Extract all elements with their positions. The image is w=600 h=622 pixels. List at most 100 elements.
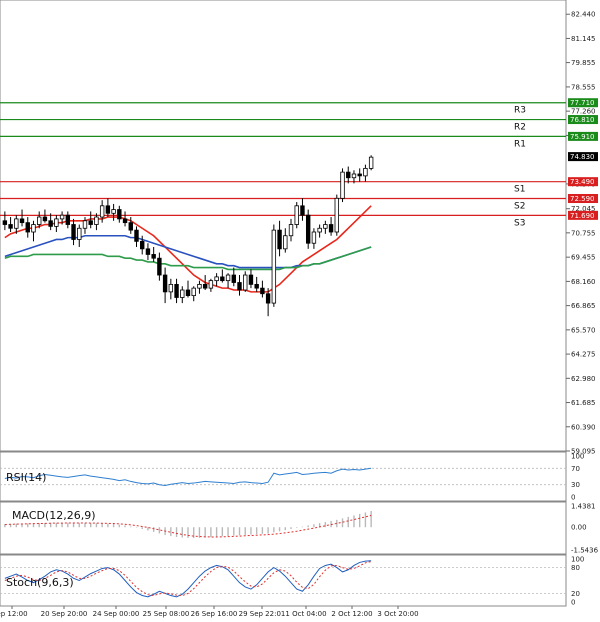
candle-bearish (174, 283, 179, 298)
level-label-r3: R3 (514, 106, 526, 116)
price-tags: 77.710 76.810 75.910 73.490 72.590 71.690 74.8… (568, 98, 598, 220)
candle-bearish (140, 240, 145, 250)
level-price-tag-text: 75.910 (570, 133, 595, 141)
level-label-s1: S1 (514, 185, 525, 195)
time-tick-label: 2 Oct 12:00 (331, 610, 372, 618)
rsi-tick-label: 100 (571, 453, 584, 461)
candle-bullish (368, 156, 374, 169)
candle-bullish (225, 274, 231, 282)
price-axis: 82.44081.14579.85578.55577.26075.96073.3… (566, 11, 596, 456)
candle-bullish (59, 214, 65, 220)
candle-bullish (340, 171, 345, 199)
candle-bearish (19, 218, 25, 224)
current-price-tag (568, 152, 598, 162)
level-price-tag (568, 194, 598, 204)
stoch-d-line (4, 561, 372, 597)
level-label-s3: S3 (514, 218, 525, 228)
candle-bearish (231, 274, 236, 283)
candle-bullish (180, 289, 185, 298)
candle-bearish (122, 218, 128, 224)
price-tick-label: 64.275 (571, 351, 596, 359)
price-tick-label: 70.755 (571, 229, 596, 237)
candle-bearish (151, 254, 156, 259)
candle-bearish (162, 274, 168, 293)
time-tick-label: 3 Oct 20:00 (377, 610, 418, 618)
macd-tick-label: 0.00 (571, 524, 587, 532)
rsi-tick-label: 30 (571, 481, 580, 489)
candle-bullish (54, 218, 59, 227)
stoch-tick-label: 100 (571, 556, 584, 564)
candle-bearish (2, 220, 8, 225)
candle-bullish (31, 224, 36, 233)
level-price-tag-text: 71.690 (570, 212, 595, 220)
candle-bearish (305, 214, 311, 244)
candle-bearish (134, 229, 139, 242)
macd-panel (0, 501, 567, 555)
macd-indicator: 1.4381 0.00 -1.5436 (4, 503, 599, 555)
time-tick-label: ep 12:00 (0, 610, 28, 618)
candle-bullish (283, 235, 288, 250)
time-tick-label: 26 Sep 16:00 (191, 610, 238, 618)
candle-bullish (208, 280, 214, 289)
candle-bullish (271, 229, 277, 304)
price-tick-label: 68.160 (571, 278, 596, 286)
macd-tick-label: 1.4381 (571, 503, 596, 511)
candle-bearish (220, 276, 225, 282)
level-label-r2: R2 (514, 123, 526, 133)
time-tick-label: 20 Sep 20:00 (41, 610, 88, 618)
candle-bearish (357, 173, 362, 177)
candle-bullish (294, 205, 299, 225)
current-price-tag-text: 74.830 (570, 153, 595, 161)
candle-bearish (346, 171, 351, 179)
price-tick-label: 81.145 (571, 35, 596, 43)
candle-bullish (111, 209, 116, 214)
candle-bullish (334, 197, 339, 233)
time-tick-label: 24 Sep 00:00 (93, 610, 140, 618)
price-tick-label: 65.570 (571, 326, 596, 334)
moving-average-line-3 (4, 246, 372, 271)
candle-bearish (88, 220, 93, 225)
candle-bearish (202, 283, 208, 289)
candle-bullish (82, 220, 88, 229)
price-tick-label: 66.865 (571, 302, 596, 310)
candle-bullish (191, 287, 196, 297)
candle-bullish (243, 274, 248, 291)
level-price-tag (568, 115, 598, 125)
rsi-tick-label: 70 (571, 465, 580, 473)
candle-bearish (65, 214, 71, 225)
candle-bearish (237, 282, 242, 291)
price-tick-label: 59.095 (571, 448, 596, 456)
candle-bearish (277, 229, 282, 250)
price-panel (0, 0, 567, 452)
level-price-tag (568, 210, 598, 220)
candle-bullish (323, 224, 328, 229)
candle-bearish (185, 289, 191, 297)
candle-bullish (363, 167, 368, 177)
candle-bearish (265, 293, 271, 304)
candle-bearish (328, 224, 334, 233)
candle-bearish (71, 224, 76, 240)
candle-bearish (260, 287, 265, 295)
price-tick-label: 72.045 (571, 205, 596, 213)
price-tick-label: 69.455 (571, 254, 596, 262)
level-label-r1: R1 (514, 139, 526, 149)
stoch-tick-label: 20 (571, 590, 580, 598)
stoch-k-line (4, 560, 372, 598)
candle-bullish (288, 224, 294, 237)
level-price-tag (568, 177, 598, 187)
candle-bullish (94, 216, 99, 225)
rsi-indicator: 100 70 30 0 (0, 453, 584, 502)
candle-bearish (42, 216, 48, 222)
candle-bullish (311, 231, 317, 244)
level-price-tag-text: 72.590 (570, 195, 595, 203)
price-tick-label: 77.260 (571, 108, 596, 116)
time-tick-label: 29 Sep 22:01 (239, 610, 286, 618)
level-price-tag-text: 76.810 (570, 116, 595, 124)
price-tick-label: 82.440 (571, 11, 596, 19)
rsi-line (4, 467, 372, 487)
time-tick-label: 25 Sep 08:00 (143, 610, 190, 618)
candlesticks (2, 155, 374, 317)
candle-bullish (99, 205, 105, 218)
